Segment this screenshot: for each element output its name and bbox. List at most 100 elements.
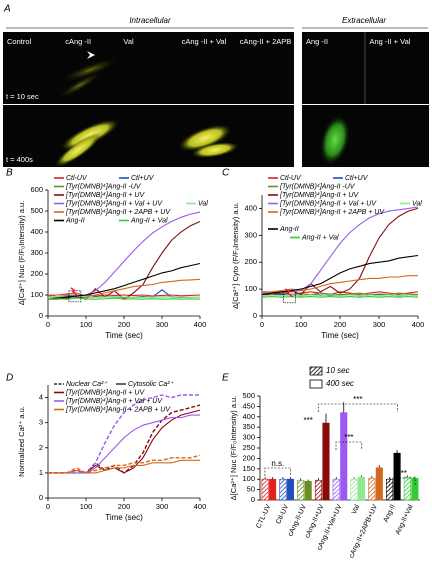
y-tick-label: 500: [242, 391, 255, 400]
series-line: [48, 220, 201, 300]
bar: [304, 480, 312, 501]
column-label: Ang -II + Val: [370, 37, 411, 46]
column-label: cAng-II + 2APB: [240, 37, 291, 46]
significance: ***: [304, 416, 313, 425]
x-tick-label: 200: [334, 320, 347, 329]
x-tick-label: Ang-II+Val: [395, 503, 415, 536]
y-tick-label: 150: [242, 464, 255, 473]
cell: [191, 141, 239, 159]
bar: [297, 479, 305, 501]
x-tick-label: Ang-II: [383, 504, 397, 524]
series-line: [262, 207, 419, 296]
uv-flash: [285, 288, 293, 298]
series-line: [48, 409, 201, 474]
time-label: t = 400s: [6, 155, 33, 164]
legend-label: Ang-II: [279, 226, 299, 233]
legend-label: [Tyr(DMNB)⁴]Ang-II -UV: [279, 183, 356, 190]
arrow: [87, 51, 95, 59]
y-tick-label: 50: [247, 485, 255, 494]
bar: [368, 477, 376, 501]
legend-label: [Tyr(DMNB)⁴]Ang-II + UV: [65, 192, 145, 199]
x-tick-label: 100: [80, 502, 93, 511]
x-tick-label: Ctl-UV: [275, 503, 290, 525]
cell: [61, 58, 119, 82]
image-row: [3, 105, 294, 167]
legend-label: Ang-II + Val: [130, 217, 168, 224]
bar: [286, 478, 294, 501]
bar: [350, 478, 358, 501]
x-tick-label: 0: [46, 502, 50, 511]
y-axis-title: Δ[Ca²⁺] Cyto (F/F₀Intensity) a.u.: [231, 202, 240, 309]
significance: ***: [353, 395, 362, 404]
x-tick-label: 100: [80, 320, 93, 329]
bar: [279, 478, 287, 501]
y-tick-label: 450: [242, 401, 255, 410]
legend-swatch: [309, 366, 323, 376]
y-tick-label: 200: [30, 269, 43, 278]
y-tick-label: 300: [244, 230, 257, 239]
y-tick-label: 300: [242, 433, 255, 442]
y-tick-label: 100: [242, 474, 255, 483]
y-tick-label: 600: [30, 185, 43, 194]
x-axis-title: Time (sec): [321, 331, 359, 340]
series-line-dashed: [48, 394, 200, 474]
legend-label: [Tyr(DMNB)⁴]Ang-II + Val + UV: [279, 200, 377, 207]
bracket: [317, 403, 398, 412]
y-tick-label: 400: [244, 203, 257, 212]
legend-label: [Tyr(DMNB)⁴]Ang-II -UV: [65, 183, 142, 190]
y-tick-label: 0: [251, 495, 255, 504]
y-tick-label: 200: [242, 453, 255, 462]
bar: [393, 452, 401, 501]
bar: [357, 476, 366, 501]
bar: [340, 412, 348, 501]
y-tick-label: 0: [39, 493, 43, 502]
image-row: [3, 32, 294, 104]
cell: [178, 124, 232, 152]
legend-label: 10 sec: [326, 366, 350, 375]
column-label: Ang -II: [306, 37, 328, 46]
x-tick-label: 400: [194, 320, 207, 329]
cell: [58, 71, 102, 99]
series-line: [48, 414, 200, 474]
legend-swatch: [309, 379, 323, 389]
y-axis-title: Normalized Ca²⁺ a.u.: [17, 406, 26, 477]
legend-label: [Tyr(DMNB)⁴]Ang-II + Val + UV: [65, 200, 163, 207]
x-tick-label: 300: [156, 320, 169, 329]
bar: [386, 478, 394, 501]
column-label: cAng -II + Val: [182, 37, 227, 46]
series-line: [47, 297, 201, 300]
bar: [403, 476, 411, 501]
panel-label: C: [222, 168, 230, 179]
cell: [319, 114, 351, 166]
image-row: [302, 32, 429, 104]
series-line: [261, 296, 419, 298]
y-tick-label: 100: [30, 290, 43, 299]
bracket: [335, 441, 363, 450]
legend-label: [Tyr(DMNB)⁴]Ang-II + 2APB + UV: [65, 406, 171, 413]
time-label: t = 10 sec: [6, 92, 39, 101]
y-tick-label: 4: [39, 393, 43, 402]
micrographs: [3, 32, 429, 168]
cell: [60, 119, 120, 151]
legend-label: Cytosolic Ca²⁺: [128, 381, 175, 388]
y-tick-label: 300: [30, 248, 43, 257]
group-header: Intracellular: [129, 16, 171, 25]
y-tick-label: 200: [244, 257, 257, 266]
legend-label: Ctl-UV: [66, 175, 88, 182]
legend-label: Ctl+UV: [131, 175, 155, 182]
x-tick-label: 200: [118, 320, 131, 329]
legend-label: Ang-II + Val: [301, 234, 339, 241]
x-tick-label: 0: [46, 320, 50, 329]
y-axis-title: Δ[Ca²⁺] Nuc (F/F₀Intensity) a.u.: [229, 396, 238, 501]
series-line-dashed: [48, 454, 201, 474]
legend-label: [Tyr(DMNB)⁴]Ang-II + 2APB + UV: [65, 209, 171, 216]
bar: [261, 478, 269, 501]
column-label: cAng -II: [65, 37, 91, 46]
significance: ***: [344, 433, 353, 442]
y-tick-label: 100: [244, 284, 257, 293]
series-line: [262, 275, 418, 293]
significance: n.s.: [271, 459, 284, 468]
series-line: [48, 459, 200, 474]
y-tick-label: 500: [30, 206, 43, 215]
series-line: [261, 254, 419, 296]
